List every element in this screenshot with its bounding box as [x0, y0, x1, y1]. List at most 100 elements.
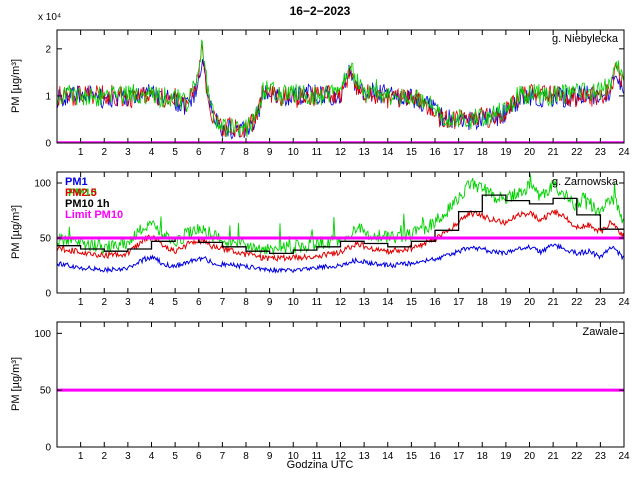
svg-text:16: 16	[429, 297, 441, 308]
svg-text:11: 11	[312, 297, 323, 308]
svg-text:6: 6	[196, 297, 202, 308]
svg-text:4: 4	[149, 297, 155, 308]
svg-text:15: 15	[406, 147, 418, 158]
series-pm10	[57, 39, 624, 138]
svg-text:16: 16	[429, 147, 441, 158]
svg-text:14: 14	[382, 451, 394, 462]
x-axis-label: Godzina UTC	[286, 459, 354, 471]
svg-text:1: 1	[78, 297, 84, 308]
svg-text:13: 13	[359, 297, 371, 308]
svg-text:11: 11	[312, 147, 323, 158]
svg-text:14: 14	[382, 297, 394, 308]
svg-text:15: 15	[406, 297, 418, 308]
chart-1-series	[57, 173, 624, 275]
svg-text:50: 50	[40, 386, 52, 397]
chart-2-ticks: 1 2 3 4 5 6 7 8 9 10 11 12 13 14 15 16 17 18 19 20 21 22 23 240…	[34, 322, 630, 462]
y-axis-label-niebylecka: PM [µg/m³]	[10, 58, 22, 114]
svg-text:12: 12	[335, 451, 347, 462]
svg-text:23: 23	[595, 297, 607, 308]
chart-0-series	[57, 39, 624, 143]
series-pm10-1h	[57, 194, 624, 255]
svg-text:7: 7	[220, 451, 226, 462]
svg-text:15: 15	[406, 451, 418, 462]
svg-text:21: 21	[548, 147, 560, 158]
station-label-zarnowska: g. Zarnowska	[551, 176, 618, 188]
svg-text:11: 11	[312, 451, 323, 462]
svg-text:3: 3	[125, 297, 131, 308]
svg-text:21: 21	[548, 297, 560, 308]
svg-text:4: 4	[149, 451, 155, 462]
svg-text:50: 50	[40, 234, 52, 245]
svg-text:4: 4	[149, 147, 155, 158]
svg-text:2: 2	[101, 147, 107, 158]
svg-text:0: 0	[45, 289, 51, 300]
station-label-niebylecka: g. Niebylecka	[551, 33, 618, 45]
series-pm2-5	[57, 208, 624, 262]
svg-text:21: 21	[548, 451, 560, 462]
svg-text:PM1: PM1	[65, 176, 88, 188]
y-axis-label-zarnowska: PM [µg/m³]	[10, 204, 22, 260]
svg-text:PM10: PM10	[68, 187, 97, 199]
svg-text:9: 9	[267, 297, 273, 308]
series-pm2-5	[57, 44, 624, 138]
y-scale-multiplier-label: x 10⁴	[38, 12, 62, 23]
svg-text:10: 10	[288, 451, 300, 462]
svg-text:7: 7	[220, 147, 226, 158]
svg-text:10: 10	[288, 297, 300, 308]
svg-text:6: 6	[196, 451, 202, 462]
svg-text:12: 12	[335, 147, 347, 158]
svg-text:0: 0	[45, 443, 51, 454]
svg-text:3: 3	[125, 451, 131, 462]
svg-text:9: 9	[267, 147, 273, 158]
svg-text:18: 18	[477, 451, 489, 462]
svg-text:8: 8	[243, 147, 249, 158]
svg-text:17: 17	[453, 147, 465, 158]
svg-text:17: 17	[453, 451, 465, 462]
svg-text:0: 0	[45, 139, 51, 150]
svg-text:5: 5	[172, 451, 178, 462]
svg-text:22: 22	[571, 147, 583, 158]
svg-text:5: 5	[172, 297, 178, 308]
svg-text:2: 2	[45, 44, 51, 55]
svg-text:14: 14	[382, 147, 394, 158]
svg-text:19: 19	[500, 297, 512, 308]
svg-text:10: 10	[288, 147, 300, 158]
svg-text:1: 1	[45, 91, 51, 102]
svg-text:19: 19	[500, 147, 512, 158]
svg-text:100: 100	[34, 329, 51, 340]
svg-text:2: 2	[101, 297, 107, 308]
svg-text:22: 22	[571, 297, 583, 308]
svg-text:16: 16	[429, 451, 441, 462]
svg-text:9: 9	[267, 451, 273, 462]
svg-text:7: 7	[220, 297, 226, 308]
figure-title: 16−2−2023	[289, 4, 351, 18]
plot-border	[56, 321, 625, 448]
svg-text:8: 8	[243, 451, 249, 462]
svg-text:100: 100	[34, 179, 51, 190]
svg-text:13: 13	[359, 147, 371, 158]
svg-text:Limit PM10: Limit PM10	[65, 209, 123, 221]
svg-text:8: 8	[243, 297, 249, 308]
svg-text:12: 12	[335, 297, 347, 308]
svg-text:3: 3	[125, 147, 131, 158]
svg-text:20: 20	[524, 451, 536, 462]
svg-text:1: 1	[78, 147, 84, 158]
svg-text:PM10 1h: PM10 1h	[65, 198, 110, 210]
chart-1-ticks: 1 2 3 4 5 6 7 8 9 10 11 12 13 14 15 16 17 18 19 20 21 22 23 240…	[34, 172, 630, 308]
svg-text:13: 13	[359, 451, 371, 462]
svg-text:18: 18	[477, 147, 489, 158]
series-pm1	[57, 242, 624, 275]
svg-text:22: 22	[571, 451, 583, 462]
svg-text:6: 6	[196, 147, 202, 158]
svg-text:1: 1	[78, 451, 84, 462]
svg-text:20: 20	[524, 297, 536, 308]
station-label-zawale: Zawale	[582, 326, 618, 338]
svg-text:19: 19	[500, 451, 512, 462]
svg-text:PM2.5: PM2.5	[65, 187, 97, 199]
y-axis-label-zawale: PM [µg/m³]	[10, 356, 22, 412]
chart-0-ticks: 1 2 3 4 5 6 7 8 9 10 11 12 13 14 15 16 17 18 19 20 21 22 23 240…	[45, 30, 630, 158]
svg-text:24: 24	[618, 147, 630, 158]
